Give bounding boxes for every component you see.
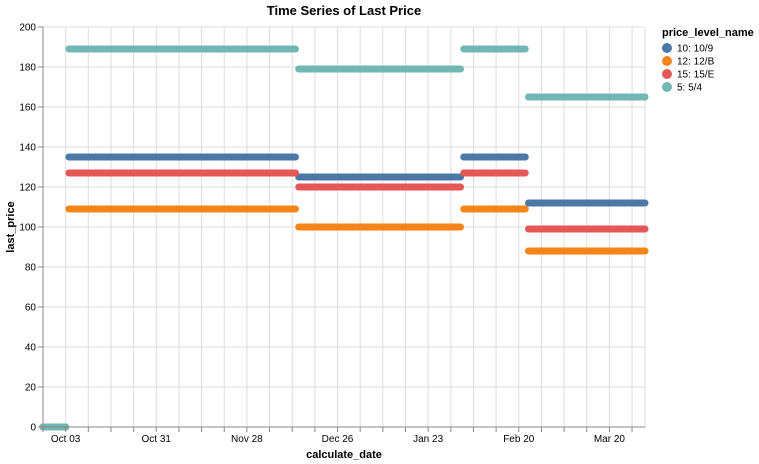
legend-label: 5: 5/4 <box>677 83 702 94</box>
x-tick-label: Dec 26 <box>322 434 354 445</box>
y-tick-label: 60 <box>25 303 37 314</box>
y-tick-label: 80 <box>25 263 37 274</box>
y-axis-title: last_price <box>5 201 17 252</box>
legend-symbol <box>662 43 672 53</box>
x-axis-title: calculate_date <box>306 449 382 461</box>
y-tick-label: 180 <box>19 63 36 74</box>
x-tick-label: Oct 03 <box>51 434 81 445</box>
x-tick-label: Nov 28 <box>231 434 263 445</box>
legend-symbol <box>662 56 672 66</box>
chart-title: Time Series of Last Price <box>267 3 421 18</box>
y-tick-label: 160 <box>19 103 36 114</box>
y-tick-label: 0 <box>30 423 36 434</box>
legend-label: 10: 10/9 <box>677 44 714 55</box>
x-tick-label: Feb 20 <box>503 434 535 445</box>
axes: 0 20 40 60 80 100 120 140 160 180 200 Oct 03 Oct 31 N… <box>19 23 645 445</box>
y-tick-label: 120 <box>19 183 36 194</box>
series-0 <box>39 153 649 431</box>
legend-label: 12: 12/B <box>677 57 715 68</box>
legend-title: price_level_name <box>662 27 754 39</box>
x-tick-label: Mar 20 <box>594 434 626 445</box>
legend: price_level_name 10: 10/9 12: 12/B 15: 15/… <box>662 27 754 94</box>
x-tick-label: Oct 31 <box>142 434 172 445</box>
y-tick-label: 40 <box>25 343 37 354</box>
y-tick-label: 200 <box>19 23 36 34</box>
legend-label: 15: 15/E <box>677 70 715 81</box>
y-tick-label: 20 <box>25 383 37 394</box>
legend-symbol <box>662 82 672 92</box>
y-tick-label: 140 <box>19 143 36 154</box>
legend-symbol <box>662 69 672 79</box>
y-tick-label: 100 <box>19 223 36 234</box>
series-3 <box>39 45 649 431</box>
x-tick-label: Jan 23 <box>413 434 443 445</box>
